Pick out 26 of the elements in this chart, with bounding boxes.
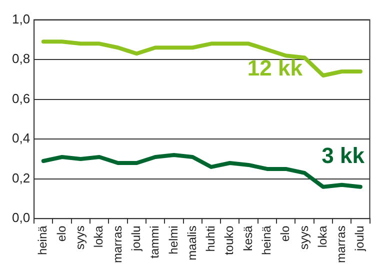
x-tick-label: marras <box>110 226 124 264</box>
x-tick-label: huhti <box>204 226 218 252</box>
x-tick-label: touko <box>222 225 236 256</box>
y-tick-label: 0,0 <box>12 210 30 226</box>
y-tick-label: 0,4 <box>12 130 30 146</box>
x-tick-label: helmi <box>166 226 180 254</box>
x-tick-label: joulu <box>352 226 367 252</box>
y-tick-label: 0,2 <box>12 170 30 186</box>
series-label: 12 kk <box>247 56 304 81</box>
x-tick-label: heinä <box>260 225 274 256</box>
x-tick-label: syys <box>73 226 88 250</box>
y-tick-label: 0,6 <box>12 90 30 106</box>
x-tick-label: loka <box>92 225 106 248</box>
x-tick-label: syys <box>296 226 311 250</box>
x-tick-label: elo <box>54 225 68 242</box>
series-label: 3 kk <box>322 142 366 168</box>
x-tick-label: tammi <box>148 226 162 258</box>
y-tick-label: 0,8 <box>12 51 30 66</box>
x-tick-label: joulu <box>128 226 143 252</box>
x-tick-label: heinä <box>36 225 50 256</box>
x-tick-label: loka <box>315 225 330 248</box>
x-tick-label: elo <box>278 225 292 242</box>
x-tick-label: marras <box>334 226 348 264</box>
x-tick-label: kesä <box>240 225 255 252</box>
x-tick-label: maalis <box>184 226 199 260</box>
y-tick-label: 1,0 <box>12 11 30 26</box>
